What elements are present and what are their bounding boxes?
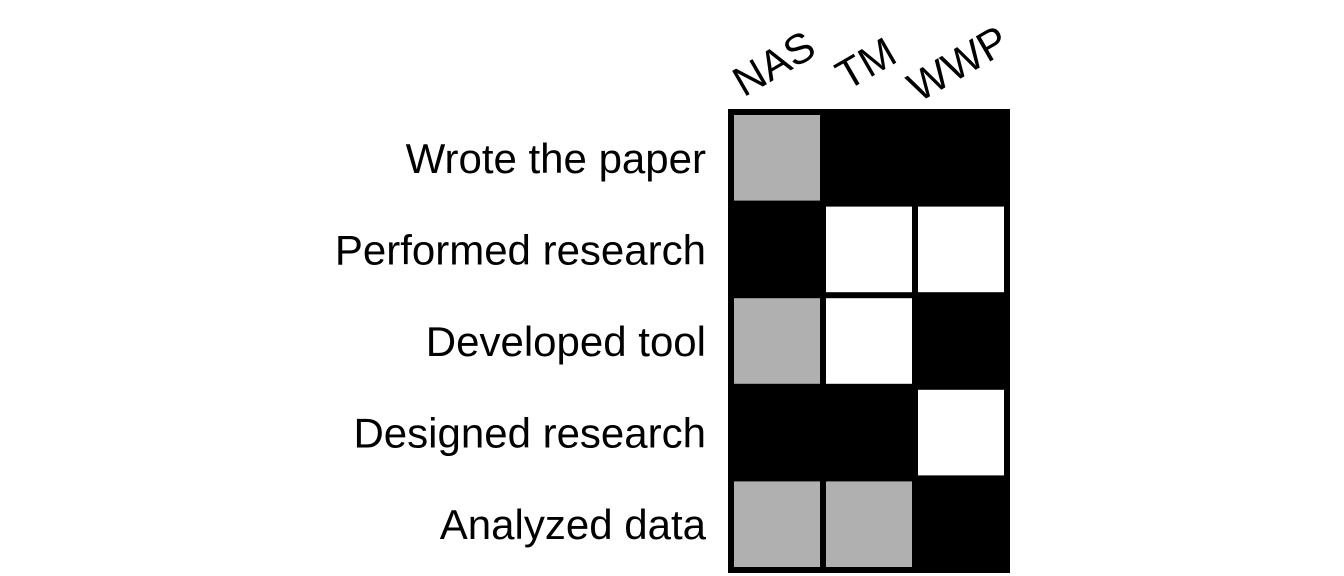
- heatmap-cell-r2-c2: [918, 298, 1004, 384]
- row-label: Wrote the paper: [406, 135, 706, 182]
- heatmap-cell-r4-c1: [826, 481, 912, 567]
- heatmap-cell-r3-c1: [826, 389, 912, 476]
- row-label: Performed research: [335, 226, 706, 273]
- column-label: NAS: [725, 22, 823, 106]
- heatmap-cell-r2-c1: [826, 298, 912, 384]
- row-labels: Wrote the paper Performed research Develop…: [335, 135, 707, 548]
- row-label: Analyzed data: [440, 501, 707, 548]
- column-label: TM: [828, 28, 904, 99]
- heatmap-cell-r4-c2: [918, 481, 1004, 567]
- heatmap-cell-r3-c0: [734, 389, 820, 476]
- heatmap-cell-r1-c2: [918, 206, 1004, 293]
- heatmap-cells: [728, 109, 1010, 573]
- heatmap-cell-r0-c0: [734, 115, 820, 201]
- column-label: WWP: [900, 16, 1016, 110]
- heatmap-cell-r1-c1: [826, 206, 912, 293]
- heatmap-cell-r0-c2: [918, 115, 1004, 201]
- heatmap-cell-r4-c0: [734, 481, 820, 567]
- heatmap-cell-r0-c1: [826, 115, 912, 201]
- row-label: Developed tool: [426, 318, 706, 365]
- heatmap-cell-r3-c2: [918, 389, 1004, 476]
- heatmap-cell-r1-c0: [734, 206, 820, 293]
- row-label: Designed research: [353, 410, 706, 457]
- heatmap-cell-r2-c0: [734, 298, 820, 384]
